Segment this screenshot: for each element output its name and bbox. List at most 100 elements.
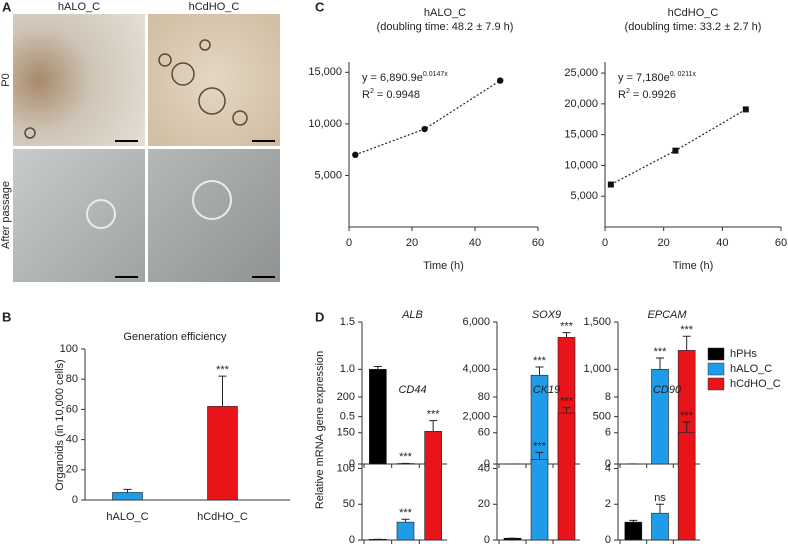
point: [607, 181, 614, 188]
x-tick-label: 20: [406, 237, 418, 249]
error-bar: [218, 375, 227, 407]
significance: ***: [560, 321, 574, 333]
equation-tail: = 0.9948: [374, 89, 420, 101]
y-tick-label: 5,000: [314, 169, 342, 181]
y-axis-label: Relative mRNA gene expression: [314, 351, 326, 509]
equation: y = 6,890.9e0.0147x: [362, 71, 448, 84]
y-tick-label: 6: [605, 427, 611, 439]
bar: [112, 492, 143, 501]
y-tick-label: 2: [605, 498, 611, 510]
equation-base: y = 6,890.9e: [362, 72, 423, 84]
chart-title: CD44: [398, 384, 426, 396]
panel-label: B: [2, 309, 11, 324]
significance: ***: [427, 409, 441, 421]
trend-line: [610, 108, 747, 186]
equation: R2 = 0.9926: [618, 88, 676, 101]
micrograph-grid: [13, 14, 280, 282]
panel-label: A: [2, 0, 12, 14]
error-bar: [656, 357, 664, 370]
error-bar: [562, 407, 571, 414]
chart-title: hCdHO_C: [668, 7, 719, 19]
x-tick-label: 40: [716, 237, 728, 249]
legend-label: hPHs: [730, 348, 757, 360]
x-tick-label: hCdHO_C: [197, 511, 248, 523]
column-label: hALO_C: [58, 1, 100, 13]
bar: [424, 431, 442, 541]
y-tick-label: 20: [478, 498, 490, 510]
organoid-outlines: [24, 39, 248, 139]
equation: y = 7,180e0. 0211x: [618, 71, 697, 84]
bar: [207, 406, 238, 501]
x-tick-label: 60: [532, 237, 544, 249]
point: [421, 125, 428, 133]
legend-swatch: [707, 347, 725, 361]
bar: [369, 369, 387, 465]
bar: [677, 432, 696, 541]
equation: R2 = 0.9948: [362, 88, 420, 101]
y-tick-label: 60: [478, 427, 490, 439]
y-tick-label: 25,000: [564, 67, 598, 79]
micrograph: [148, 14, 280, 146]
chart-title: ALB: [401, 309, 423, 321]
x-axis-label: Time (h): [673, 260, 714, 272]
micrograph: [13, 14, 145, 146]
chart-subtitle: (doubling time: 33.2 ± 2.7 h): [625, 21, 762, 33]
x-tick-label: 60: [775, 237, 787, 249]
y-tick-label: 0: [349, 534, 355, 544]
row-label: P0: [0, 73, 12, 86]
y-tick-label: 50: [343, 498, 355, 510]
y-tick-label: 1.5: [340, 316, 355, 328]
significance: ***: [533, 440, 547, 452]
y-tick-label: 1,000: [583, 363, 611, 375]
y-tick-label: 15,000: [308, 66, 342, 78]
y-tick-label: 0: [605, 458, 611, 470]
error-bar: [656, 503, 664, 514]
point: [672, 147, 679, 154]
chart-title: Generation efficiency: [123, 331, 227, 343]
y-tick-label: 0: [605, 534, 611, 544]
column-label: hCdHO_C: [189, 1, 240, 13]
y-tick-label: 2,000: [462, 411, 490, 423]
y-tick-label: 1.0: [340, 363, 355, 375]
y-tick-label: 40: [66, 434, 78, 446]
equation-sup: 2: [370, 88, 374, 95]
y-tick-label: 0.5: [340, 411, 355, 423]
y-tick-label: 100: [60, 343, 78, 355]
equation-base: R: [362, 89, 370, 101]
panel-label: D: [315, 309, 324, 324]
chart-title: hALO_C: [424, 7, 466, 19]
bar: [396, 521, 415, 541]
legend-swatch: [707, 362, 725, 376]
significance: ***: [654, 346, 668, 358]
x-tick-label: 0: [346, 237, 352, 249]
error-bar: [373, 365, 382, 370]
significance: ***: [399, 451, 413, 463]
bar: [530, 459, 549, 541]
y-tick-label: 200: [337, 391, 355, 403]
error-bar: [401, 518, 410, 523]
chart-title: CD90: [653, 384, 682, 396]
chart-title: SOX9: [532, 309, 561, 321]
y-tick-label: 0: [484, 458, 490, 470]
significance: ns: [654, 492, 666, 504]
y-tick-label: 40: [478, 462, 490, 474]
legend-swatch: [707, 377, 725, 391]
error-bar: [535, 451, 544, 460]
point: [352, 151, 359, 159]
y-tick-label: 80: [478, 391, 490, 403]
error-bar: [682, 421, 691, 433]
equation-tail: = 0.9926: [630, 89, 676, 101]
y-tick-label: 0: [484, 534, 490, 544]
equation-sup: 2: [626, 88, 630, 95]
y-tick-label: 8: [605, 391, 611, 403]
x-tick-label: 20: [658, 237, 670, 249]
equation-sup: 0.0147x: [423, 71, 448, 78]
y-tick-label: 20,000: [564, 98, 598, 110]
error-bar: [682, 335, 691, 351]
significance: ***: [216, 364, 230, 376]
x-tick-label: 0: [602, 237, 608, 249]
y-tick-label: 15,000: [564, 129, 598, 141]
chart-title: CK19: [533, 384, 561, 396]
point: [742, 106, 749, 113]
bar: [557, 412, 576, 541]
